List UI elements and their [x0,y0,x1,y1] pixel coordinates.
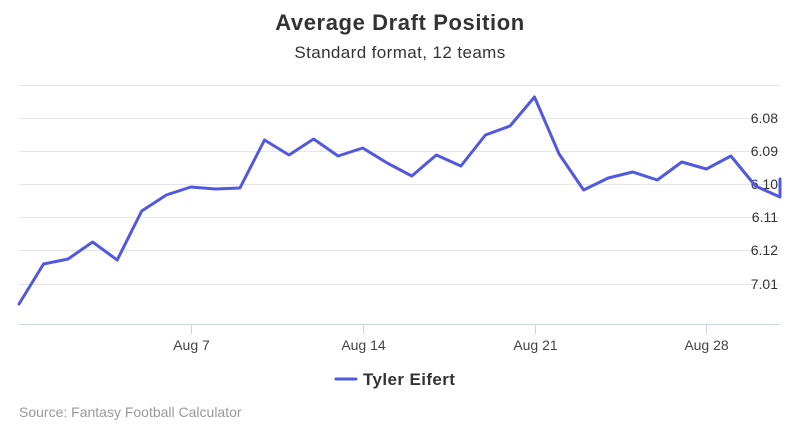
x-tick-label: Aug 7 [173,337,210,353]
x-tick-label: Aug 21 [513,337,558,353]
legend[interactable]: Tyler Eifert [334,370,455,389]
legend-series-label[interactable]: Tyler Eifert [363,370,455,389]
y-tick-label: 6.08 [751,110,778,126]
x-tick-label: Aug 14 [341,337,386,353]
x-axis: Aug 7 Aug 14 Aug 21 Aug 28 [19,324,780,353]
y-tick-label: 6.11 [752,209,778,225]
plot-series [17,95,782,306]
x-tick-label: Aug 28 [684,337,729,353]
y-gridlines [19,85,780,285]
chart-subtitle: Standard format, 12 teams [294,43,505,62]
chart-credits: Source: Fantasy Football Calculator [19,404,242,420]
y-tick-label: 6.09 [751,143,778,159]
y-tick-label: 6.12 [751,242,778,258]
chart-title: Average Draft Position [275,10,525,35]
y-tick-label: 7.01 [751,276,778,292]
series-line-tyler-eifert[interactable] [17,95,782,306]
